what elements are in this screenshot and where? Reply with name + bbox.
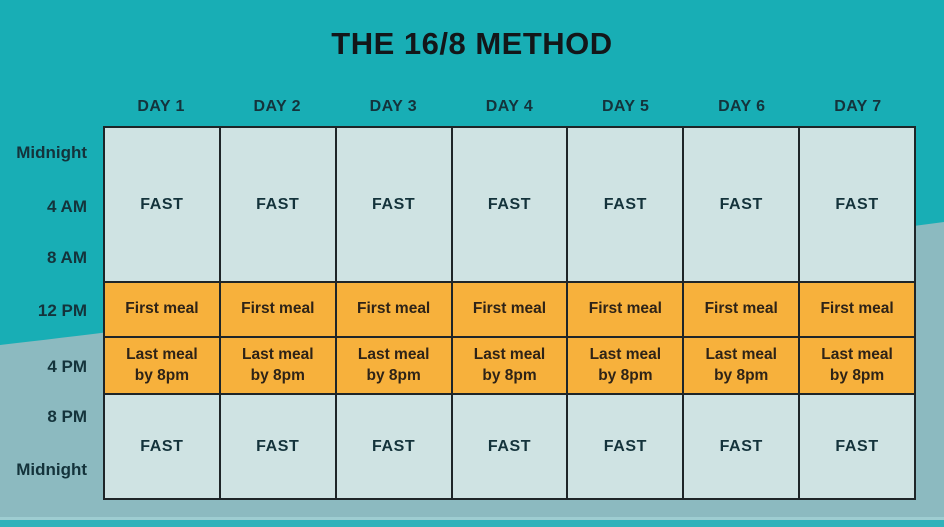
time-label-6: 8 PM	[47, 407, 87, 426]
bottom-stripe-edge	[0, 517, 944, 520]
fast-cell-r1-d7: FAST	[800, 128, 914, 281]
bottom-stripe	[0, 520, 944, 527]
meal-cell-r3-d7: Last meal by 8pm	[800, 338, 914, 393]
fast-cell-r1-d2: FAST	[220, 128, 335, 281]
meal-cell-r2-d7: First meal	[800, 283, 914, 336]
time-label-1: Midnight	[16, 143, 87, 162]
fast-cell-r1-d1: FAST	[105, 128, 219, 281]
meal-cell-r3-d3: Last meal by 8pm	[336, 338, 451, 393]
day-label-5: DAY 5	[601, 98, 650, 115]
meal-cell-r3-d5: Last meal by 8pm	[568, 338, 683, 393]
fast-cell-r1-d3: FAST	[336, 128, 451, 281]
fast-cell-r1-d6: FAST	[684, 128, 799, 281]
fast-cell-r4-d5: FAST	[568, 395, 683, 498]
day-label-2: DAY 2	[253, 98, 301, 115]
time-label-7: Midnight	[16, 460, 87, 479]
day-label-6: DAY 6	[718, 98, 766, 115]
meal-cell-r2-d1: First meal	[105, 283, 219, 336]
time-label-4: 12 PM	[37, 301, 87, 320]
page-title: THE 16/8 METHOD	[331, 26, 613, 61]
time-label-2: 4 AM	[47, 197, 87, 216]
time-axis-labels: Midnight 4 AM 8 AM 12 PM 4 PM 8 PM Midnight	[0, 0, 95, 527]
fast-cell-r4-d7: FAST	[800, 395, 914, 498]
fast-cell-r4-d4: FAST	[452, 395, 567, 498]
meal-cell-r3-d4: Last meal by 8pm	[452, 338, 567, 393]
day-label-3: DAY 3	[369, 98, 418, 115]
schedule-grid: FAST FAST FAST FAST FAST FAST FAST First meal Fi…	[103, 126, 916, 500]
fast-cell-r4-d2: FAST	[220, 395, 335, 498]
day-header-row: DAY 1 DAY 2 DAY 3 DAY 4 DAY 5 DAY 6 DAY 7	[103, 95, 916, 119]
meal-cell-r2-d5: First meal	[568, 283, 683, 336]
fast-cell-r1-d5: FAST	[568, 128, 683, 281]
meal-cell-r2-d6: First meal	[684, 283, 799, 336]
fast-cell-r4-d3: FAST	[336, 395, 451, 498]
fast-cell-r1-d4: FAST	[452, 128, 567, 281]
day-label-7: DAY 7	[834, 98, 882, 115]
meal-cell-r2-d3: First meal	[336, 283, 451, 336]
meal-cell-r2-d4: First meal	[452, 283, 567, 336]
meal-cell-r3-d2: Last meal by 8pm	[220, 338, 335, 393]
day-label-4: DAY 4	[485, 98, 534, 115]
time-label-5: 4 PM	[47, 357, 87, 376]
fast-cell-r4-d1: FAST	[105, 395, 219, 498]
meal-cell-r3-d1: Last meal by 8pm	[105, 338, 219, 393]
fast-cell-r4-d6: FAST	[684, 395, 799, 498]
meal-cell-r3-d6: Last meal by 8pm	[684, 338, 799, 393]
day-label-1: DAY 1	[137, 98, 185, 115]
meal-cell-r2-d2: First meal	[220, 283, 335, 336]
time-label-3: 8 AM	[47, 248, 87, 267]
